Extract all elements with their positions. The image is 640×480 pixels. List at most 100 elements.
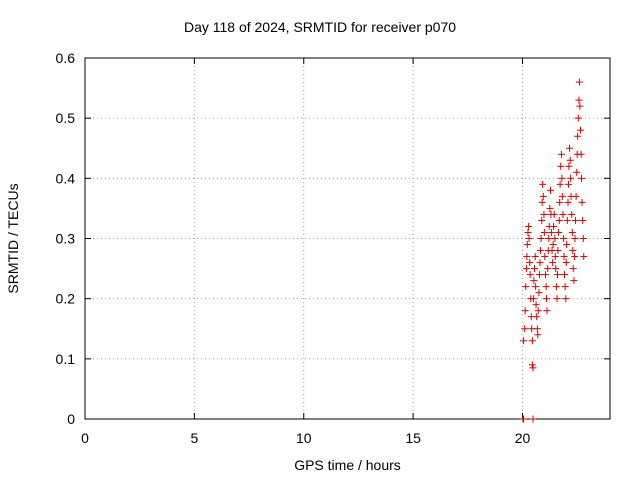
data-point: [533, 325, 541, 333]
data-point: [561, 283, 569, 291]
data-point: [559, 210, 567, 218]
data-point: [576, 126, 584, 134]
data-point: [573, 168, 581, 176]
data-point: [520, 415, 528, 423]
x-tick-label: 5: [190, 430, 198, 446]
data-point: [560, 253, 568, 261]
data-point: [549, 259, 557, 267]
data-point: [555, 216, 563, 224]
data-point: [575, 96, 583, 104]
data-point: [556, 198, 564, 206]
data-point: [580, 253, 588, 261]
data-point: [536, 247, 544, 255]
data-point: [549, 241, 557, 249]
data-point: [539, 180, 547, 188]
y-tick-label: 0.5: [56, 110, 76, 126]
x-tick-label: 10: [296, 430, 312, 446]
data-points: [519, 78, 588, 423]
data-point: [547, 186, 554, 194]
data-point: [562, 259, 570, 267]
y-axis-title: SRMTID / TECUs: [5, 183, 21, 293]
data-point: [554, 247, 562, 255]
data-point: [543, 307, 551, 315]
data-point: [557, 150, 565, 158]
data-point: [577, 150, 585, 158]
x-tick-label: 20: [515, 430, 531, 446]
data-point: [574, 132, 582, 140]
data-point: [566, 156, 574, 164]
data-point: [555, 228, 563, 236]
data-point: [532, 301, 540, 309]
y-tick-label: 0.6: [56, 50, 76, 66]
data-point: [521, 307, 529, 315]
data-point: [529, 415, 537, 423]
x-tick-label: 0: [81, 430, 89, 446]
data-point: [551, 253, 559, 261]
data-point: [523, 253, 531, 261]
grid: [85, 58, 610, 419]
data-point: [558, 174, 566, 182]
data-point: [567, 174, 575, 182]
data-point: [551, 235, 559, 242]
data-point: [536, 259, 544, 267]
data-point: [531, 265, 539, 273]
data-point: [558, 192, 566, 200]
data-point: [560, 235, 568, 242]
x-tick-label: 15: [405, 430, 421, 446]
data-point: [569, 247, 577, 255]
data-point: [547, 228, 555, 236]
data-point: [546, 204, 554, 212]
data-point: [526, 259, 534, 267]
data-point: [578, 198, 586, 206]
data-point: [531, 253, 539, 261]
data-point: [568, 210, 576, 218]
data-point: [530, 277, 538, 285]
data-point: [565, 162, 573, 170]
data-point: [548, 247, 556, 255]
chart-title: Day 118 of 2024, SRMTID for receiver p07…: [184, 19, 456, 35]
data-point: [534, 307, 542, 315]
data-point: [542, 283, 550, 291]
data-point: [533, 313, 541, 321]
data-point: [535, 289, 543, 297]
x-axis-title: GPS time / hours: [294, 457, 401, 473]
data-point: [561, 271, 568, 279]
tick-labels: 0 5 10 15 20 0 0.1 0.2 0.3 0.4 0.5 0.6: [56, 50, 531, 446]
data-point: [569, 265, 577, 273]
data-point: [579, 235, 587, 242]
data-point: [576, 102, 584, 110]
data-point: [554, 271, 561, 279]
data-point: [536, 271, 544, 279]
data-point: [571, 253, 579, 261]
y-tick-label: 0: [67, 411, 75, 427]
data-point: [556, 180, 564, 188]
data-point: [540, 228, 548, 236]
data-point: [552, 283, 560, 291]
data-point: [545, 235, 553, 242]
data-point: [528, 361, 536, 369]
data-point: [526, 271, 534, 279]
data-point: [532, 283, 540, 291]
data-point: [553, 295, 561, 303]
data-point: [566, 144, 574, 152]
data-point: [550, 222, 558, 230]
data-point: [525, 222, 533, 230]
data-point: [579, 216, 587, 224]
y-tick-label: 0.1: [56, 351, 76, 367]
data-point: [522, 265, 530, 273]
data-point: [571, 216, 579, 224]
y-tick-label: 0.3: [56, 231, 76, 247]
data-point: [544, 265, 552, 273]
data-point: [541, 253, 549, 261]
data-point: [538, 216, 546, 224]
data-point: [575, 78, 583, 86]
data-point: [552, 265, 560, 273]
data-point: [564, 180, 572, 188]
data-point: [541, 271, 549, 279]
data-point: [578, 174, 586, 182]
data-point: [564, 198, 572, 206]
data-point: [538, 198, 546, 206]
data-point: [568, 228, 576, 236]
